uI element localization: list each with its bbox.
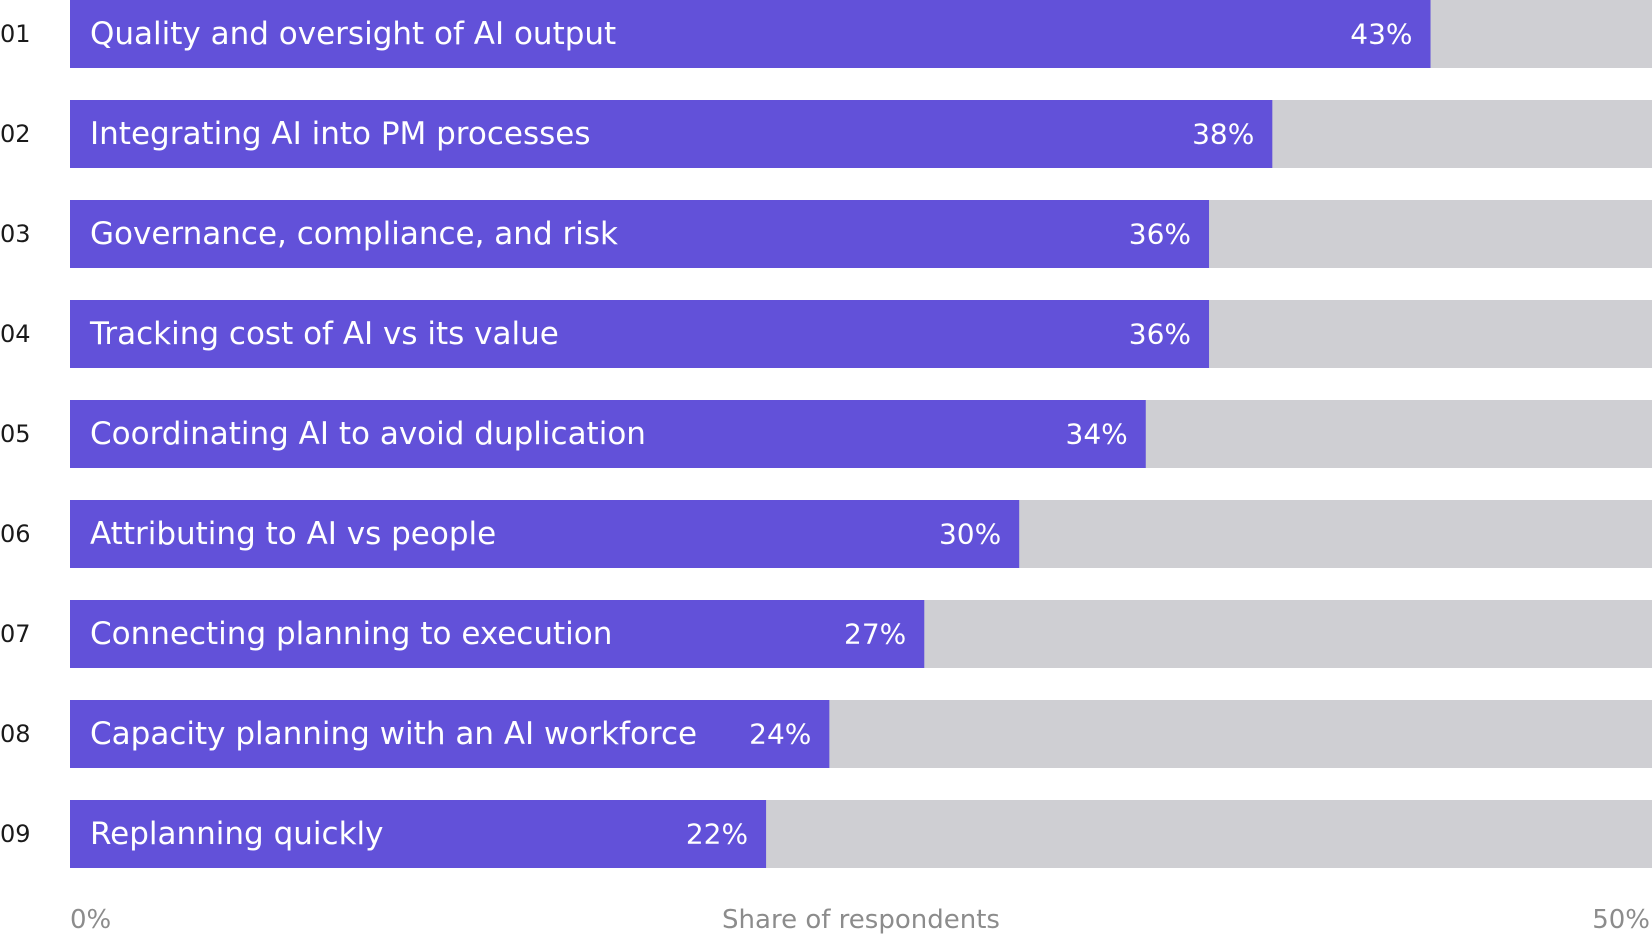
bar-label: Attributing to AI vs people [90,516,496,552]
bar [70,400,1146,468]
x-axis: 0% Share of respondents 50% [70,905,1650,935]
x-axis-tick-max: 50% [1592,905,1650,935]
bar [70,700,830,768]
value-label: 22% [686,818,748,851]
bar-label: Tracking cost of AI vs its value [89,316,559,352]
row-number: 09 [0,820,31,848]
bar-label: Capacity planning with an AI workforce [90,716,697,752]
bar-row-04: 04 Tracking cost of AI vs its value 36% [0,300,1652,368]
row-number: 06 [0,520,31,548]
bar [70,300,1210,368]
bar [70,100,1273,168]
x-axis-title: Share of respondents [722,905,1000,935]
row-number: 03 [0,220,31,248]
row-number: 05 [0,420,31,448]
row-number: 02 [0,120,31,148]
value-label: 27% [844,618,906,651]
bar-label: Quality and oversight of AI output [90,16,616,52]
bar [70,800,767,868]
value-label: 36% [1129,218,1191,251]
row-number: 01 [0,20,31,48]
bar [70,600,925,668]
bar [70,500,1020,568]
bar-row-02: 02 Integrating AI into PM processes 38% [0,100,1652,168]
chart-rows: 01 Quality and oversight of AI output 43%0… [0,0,1652,868]
value-label: 38% [1192,118,1254,151]
value-label: 34% [1066,418,1128,451]
bar-row-06: 06 Attributing to AI vs people 30% [0,500,1652,568]
bar-row-07: 07 Connecting planning to execution 27% [0,600,1652,668]
value-label: 24% [749,718,811,751]
bar-label: Integrating AI into PM processes [90,116,590,152]
bar-row-05: 05 Coordinating AI to avoid duplication 34… [0,400,1652,468]
value-label: 36% [1129,318,1191,351]
bar-row-09: 09 Replanning quickly 22% [0,800,1652,868]
bar-row-01: 01 Quality and oversight of AI output 43% [0,0,1652,68]
bar-row-03: 03 Governance, compliance, and risk 36% [0,200,1652,268]
value-label: 30% [939,518,1001,551]
x-axis-tick-min: 0% [70,905,111,935]
row-number: 08 [0,720,31,748]
bar-label: Governance, compliance, and risk [90,216,618,252]
row-number: 07 [0,620,31,648]
bar [70,200,1210,268]
bar-label: Replanning quickly [90,816,384,852]
bar-label: Coordinating AI to avoid duplication [90,416,646,452]
row-number: 04 [0,320,31,348]
bar-label: Connecting planning to execution [90,616,612,652]
bar-row-08: 08 Capacity planning with an AI workforce… [0,700,1652,768]
bar [70,0,1431,68]
value-label: 43% [1350,18,1412,51]
